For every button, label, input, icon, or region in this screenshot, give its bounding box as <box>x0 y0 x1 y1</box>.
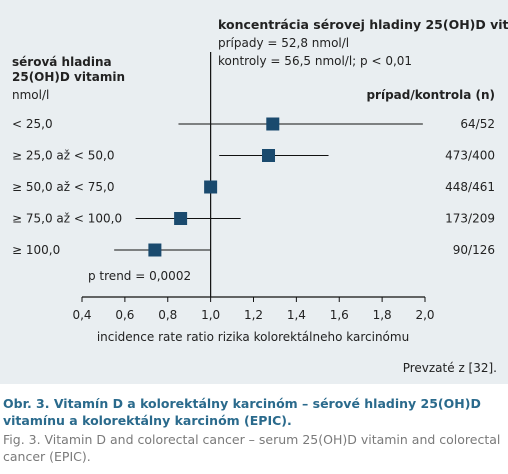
forest-plot: koncentrácia sérovej hladiny 25(OH)D vit… <box>12 17 508 375</box>
left-header-line2: 25(OH)D vitamin <box>12 70 125 84</box>
row-label: ≥ 100,0 <box>12 243 60 257</box>
x-tick-label: 2,0 <box>415 308 434 322</box>
figure-panel: koncentrácia sérovej hladiny 25(OH)D vit… <box>0 0 508 384</box>
figure-caption-title: Obr. 3. Vitamín D a kolorektálny karcinó… <box>3 396 481 428</box>
x-tick-label: 0,8 <box>158 308 177 322</box>
x-tick-label: 0,6 <box>115 308 134 322</box>
figure-caption-english: Fig. 3. Vitamin D and colorectal cancer … <box>3 432 501 464</box>
row-counts: 173/209 <box>445 212 495 226</box>
row-counts: 64/52 <box>460 117 495 131</box>
row-label: ≥ 50,0 až < 75,0 <box>12 180 114 194</box>
x-tick-label: 1,4 <box>287 308 306 322</box>
row-counts: 448/461 <box>445 180 495 194</box>
header-cases: prípady = 52,8 nmol/l <box>218 36 349 50</box>
left-header-line1: sérová hladina <box>12 55 112 69</box>
source-note: Prevzaté z [32]. <box>403 361 497 375</box>
row-label: ≥ 75,0 až < 100,0 <box>12 212 122 226</box>
right-header: prípad/kontrola (n) <box>366 88 495 102</box>
row-counts: 473/400 <box>445 149 495 163</box>
point-estimate-marker <box>204 180 218 194</box>
x-axis-label: incidence rate ratio rizika kolorektálne… <box>97 330 409 344</box>
row-label: ≥ 25,0 až < 50,0 <box>12 149 114 163</box>
point-estimate-marker <box>174 212 188 225</box>
x-tick-label: 1,0 <box>201 308 220 322</box>
p-trend-annotation: p trend = 0,0002 <box>88 269 191 283</box>
x-tick-label: 1,2 <box>244 308 263 322</box>
point-estimate-marker <box>262 149 276 162</box>
left-header-unit: nmol/l <box>12 88 49 102</box>
header-controls: kontroly = 56,5 nmol/l; p < 0,01 <box>218 54 412 68</box>
x-tick-label: 1,8 <box>373 308 392 322</box>
row-label: < 25,0 <box>12 117 53 131</box>
x-tick-label: 1,6 <box>330 308 349 322</box>
header-title: koncentrácia sérovej hladiny 25(OH)D vit… <box>218 17 508 32</box>
row-counts: 90/126 <box>453 243 495 257</box>
point-estimate-marker <box>148 243 162 257</box>
x-tick-label: 0,4 <box>72 308 91 322</box>
point-estimate-marker <box>266 117 280 131</box>
